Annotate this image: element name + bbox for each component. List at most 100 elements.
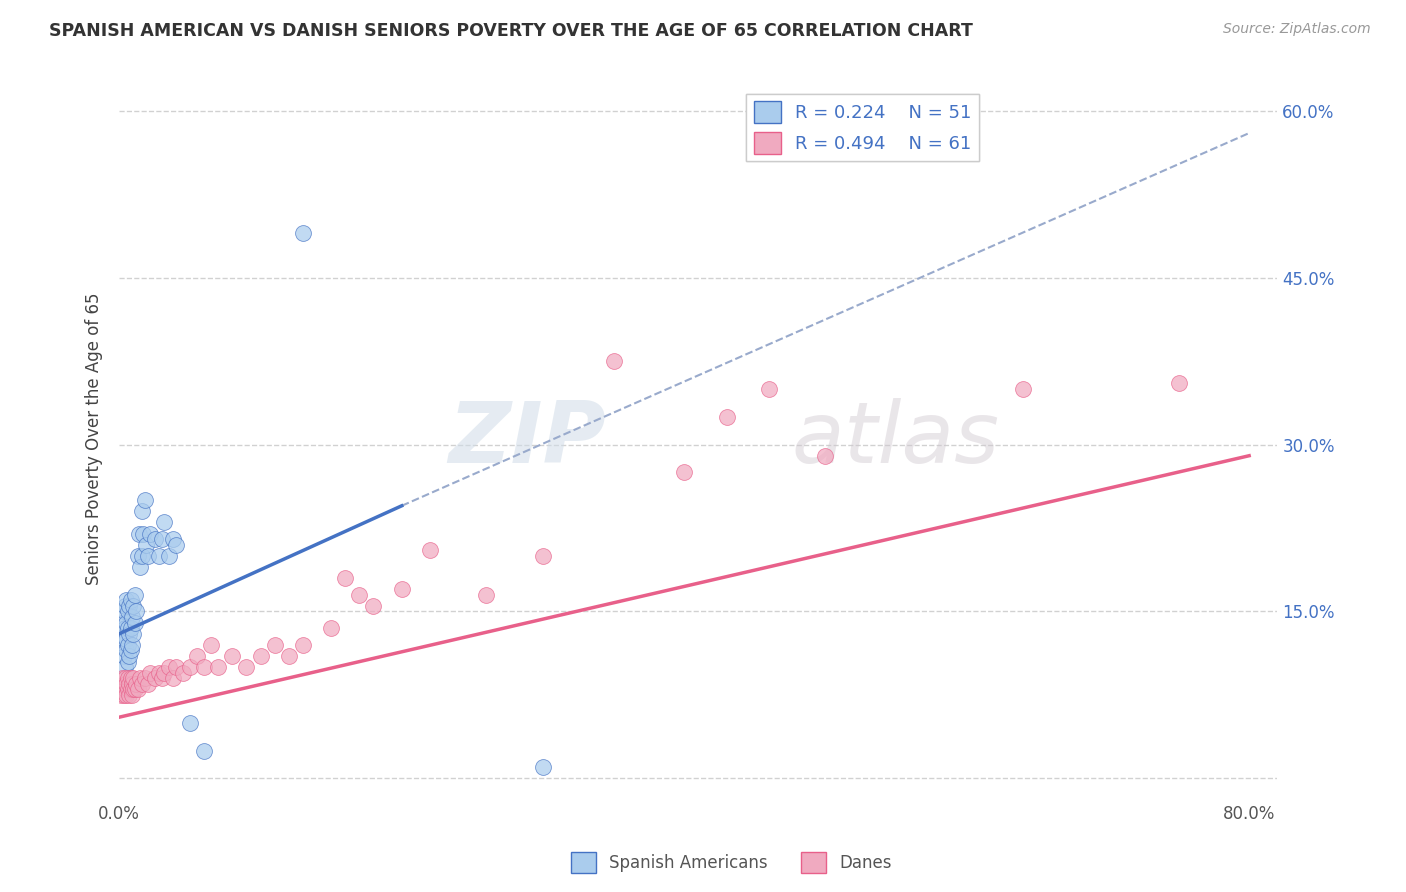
Point [814,449,837,463]
Text: Source: ZipAtlas.com: Source: ZipAtlas.com [1223,22,1371,37]
Point [115,677,138,691]
Point [165,538,187,552]
Point [115,643,138,657]
Point [531,549,554,563]
Point [111,671,134,685]
Point [114,660,136,674]
Point [117,655,139,669]
Point [200,638,222,652]
Point [157,660,180,674]
Point [115,632,138,647]
Point [121,677,143,691]
Point [111,615,134,630]
Point [112,605,135,619]
Legend: Spanish Americans, Danes: Spanish Americans, Danes [564,846,898,880]
Point [136,677,159,691]
Point [291,638,314,652]
Point [150,532,173,546]
Point [193,743,215,757]
Point [111,682,134,697]
Point [179,660,201,674]
Point [118,677,141,691]
Point [139,665,162,680]
Point [162,532,184,546]
Point [179,715,201,730]
Point [120,682,142,697]
Point [125,605,148,619]
Point [129,560,152,574]
Point [120,643,142,657]
Point [153,665,176,680]
Point [157,549,180,563]
Point [135,538,157,552]
Point [475,588,498,602]
Point [110,688,132,702]
Point [112,688,135,702]
Point [117,621,139,635]
Point [121,638,143,652]
Point [131,504,153,518]
Point [165,660,187,674]
Text: ZIP: ZIP [449,398,606,481]
Point [122,671,145,685]
Point [186,648,208,663]
Point [120,593,142,607]
Point [118,688,141,702]
Point [349,588,371,602]
Point [602,354,624,368]
Point [153,516,176,530]
Point [162,671,184,685]
Point [321,621,343,635]
Point [1012,382,1035,396]
Point [131,677,153,691]
Point [277,648,299,663]
Point [134,493,156,508]
Point [143,671,166,685]
Point [110,626,132,640]
Point [127,682,149,697]
Point [115,615,138,630]
Point [117,682,139,697]
Text: atlas: atlas [792,398,1000,481]
Point [114,599,136,613]
Point [112,648,135,663]
Point [120,621,142,635]
Point [115,593,138,607]
Point [249,648,271,663]
Point [148,549,170,563]
Point [131,549,153,563]
Point [111,638,134,652]
Point [120,671,142,685]
Point [122,599,145,613]
Point [136,549,159,563]
Legend: R = 0.224    N = 51, R = 0.494    N = 61: R = 0.224 N = 51, R = 0.494 N = 61 [747,94,979,161]
Point [419,543,441,558]
Point [118,599,141,613]
Point [114,621,136,635]
Point [139,526,162,541]
Point [117,638,139,652]
Point [148,665,170,680]
Point [121,688,143,702]
Point [121,610,143,624]
Point [117,605,139,619]
Point [112,677,135,691]
Point [391,582,413,597]
Point [363,599,385,613]
Point [207,660,229,674]
Point [1167,376,1189,391]
Point [134,671,156,685]
Point [132,526,155,541]
Point [716,409,738,424]
Point [758,382,780,396]
Text: SPANISH AMERICAN VS DANISH SENIORS POVERTY OVER THE AGE OF 65 CORRELATION CHART: SPANISH AMERICAN VS DANISH SENIORS POVER… [49,22,973,40]
Point [112,632,135,647]
Point [117,671,139,685]
Point [172,665,194,680]
Point [124,615,146,630]
Point [114,682,136,697]
Point [115,688,138,702]
Point [531,760,554,774]
Point [221,648,243,663]
Point [128,526,150,541]
